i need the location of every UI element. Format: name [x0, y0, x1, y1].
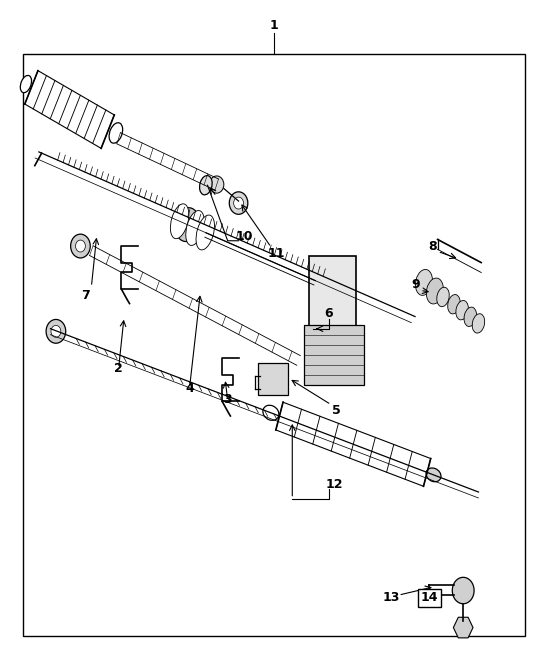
Circle shape: [210, 176, 224, 193]
Circle shape: [233, 197, 243, 209]
Ellipse shape: [20, 76, 32, 93]
Bar: [258, 363, 288, 395]
Text: 8: 8: [428, 240, 436, 252]
Circle shape: [76, 240, 85, 252]
Text: 1: 1: [270, 19, 278, 33]
Circle shape: [71, 234, 90, 258]
Bar: [310, 256, 356, 329]
Ellipse shape: [175, 208, 200, 242]
Text: 10: 10: [235, 230, 253, 242]
Ellipse shape: [195, 222, 206, 239]
Ellipse shape: [199, 175, 212, 195]
Ellipse shape: [448, 295, 460, 314]
Ellipse shape: [437, 288, 449, 307]
Bar: [23, 54, 525, 636]
Ellipse shape: [196, 215, 214, 250]
Text: 4: 4: [185, 382, 194, 394]
Ellipse shape: [464, 307, 477, 327]
Ellipse shape: [186, 210, 204, 246]
Ellipse shape: [170, 204, 189, 238]
Text: 3: 3: [224, 393, 232, 406]
Text: 12: 12: [325, 477, 342, 491]
Text: 2: 2: [114, 362, 123, 375]
Ellipse shape: [415, 270, 432, 295]
Ellipse shape: [472, 313, 484, 333]
Text: 14: 14: [421, 592, 438, 604]
Bar: [304, 325, 364, 385]
Circle shape: [229, 192, 248, 214]
Ellipse shape: [426, 278, 443, 304]
Text: 11: 11: [268, 248, 286, 260]
Circle shape: [452, 577, 474, 604]
Text: 9: 9: [412, 278, 420, 291]
Text: 5: 5: [332, 404, 341, 416]
Circle shape: [46, 319, 66, 343]
Circle shape: [51, 325, 61, 337]
Ellipse shape: [456, 301, 469, 320]
Ellipse shape: [426, 468, 441, 482]
Text: 7: 7: [82, 289, 90, 302]
Text: 6: 6: [324, 307, 333, 320]
Ellipse shape: [263, 405, 279, 420]
Ellipse shape: [109, 123, 123, 143]
Text: 13: 13: [383, 592, 400, 604]
